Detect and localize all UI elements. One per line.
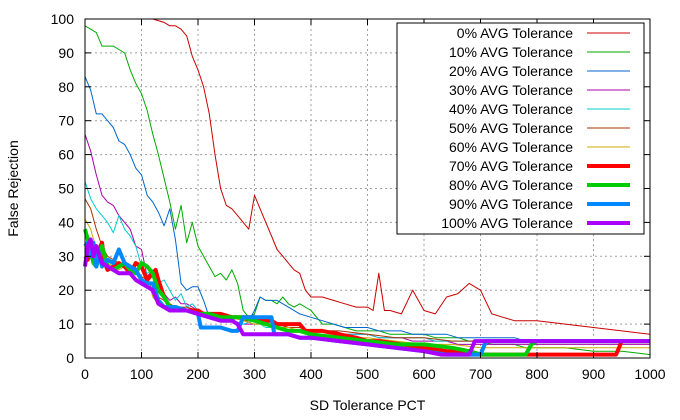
x-tick-label: 300 [243,366,267,382]
legend-label: 20% AVG Tolerance [449,63,573,79]
y-tick-label: 40 [58,214,74,230]
y-tick-label: 0 [66,350,74,366]
x-tick-label: 500 [356,366,380,382]
axis-ticks: 0 100 200 300 400 500 600 700 800 900 1000 0 10 20 30 4… [51,11,666,382]
series-line-100pct [83,237,650,357]
legend-label: 70% AVG Tolerance [449,158,573,174]
x-tick-label: 800 [525,366,549,382]
x-tick-label: 0 [81,366,89,382]
legend-label: 80% AVG Tolerance [449,177,573,193]
y-tick-label: 90 [58,45,74,61]
y-tick-label: 100 [51,11,75,27]
x-axis-label: SD Tolerance PCT [310,397,426,413]
x-tick-label: 700 [469,366,493,382]
legend-label: 100% AVG Tolerance [441,215,573,231]
series-line-20pct [84,76,650,342]
legend-label: 60% AVG Tolerance [449,139,573,155]
y-tick-label: 80 [58,79,74,95]
x-tick-label: 600 [412,366,436,382]
x-tick-label: 200 [186,366,210,382]
legend-label: 40% AVG Tolerance [449,101,573,117]
y-tick-label: 70 [58,113,74,129]
y-tick-label: 20 [58,282,74,298]
x-tick-label: 400 [299,366,323,382]
x-tick-label: 1000 [634,366,665,382]
series-line-0pct [85,18,651,335]
x-tick-label: 900 [582,366,606,382]
y-tick-label: 60 [58,147,74,163]
plot-series [83,18,651,357]
legend-label: 0% AVG Tolerance [457,25,573,41]
legend: 0% AVG Tolerance 10% AVG Tolerance 20% AVG… [396,22,645,235]
y-tick-label: 30 [58,248,74,264]
legend-label: 50% AVG Tolerance [449,120,573,136]
legend-label: 10% AVG Tolerance [449,44,573,60]
series-line-60pct [84,218,650,349]
legend-label: 90% AVG Tolerance [449,196,573,212]
y-tick-label: 50 [58,181,74,197]
legend-label: 30% AVG Tolerance [449,82,573,98]
y-tick-label: 10 [58,316,74,332]
x-tick-label: 100 [130,366,154,382]
y-axis-label: False Rejection [5,140,21,237]
